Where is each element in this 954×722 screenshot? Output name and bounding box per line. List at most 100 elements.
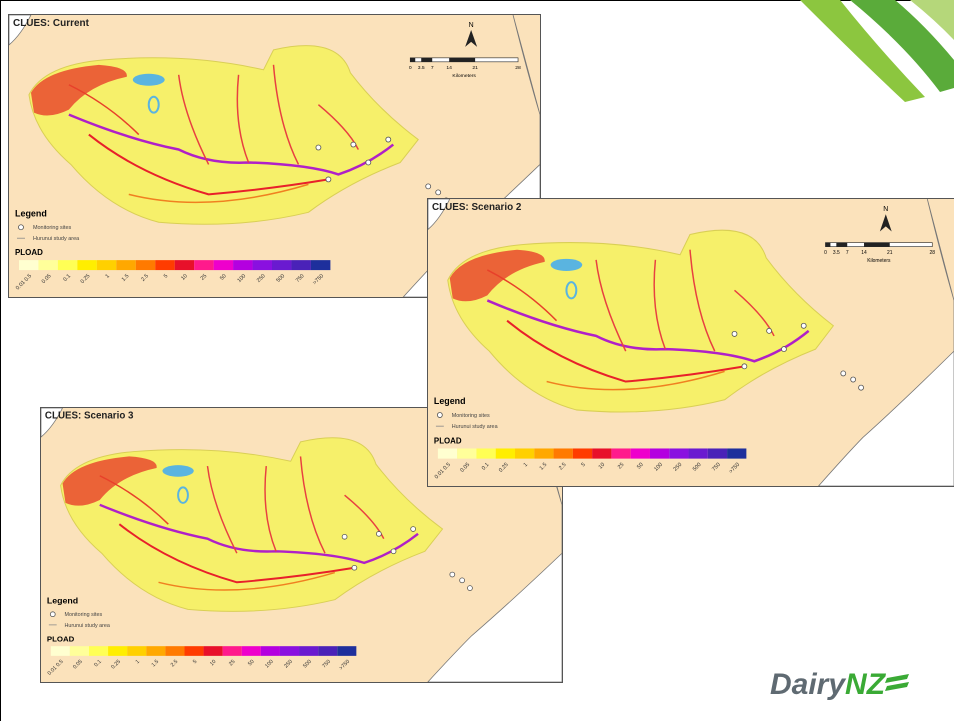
- colorbar-swatch: [261, 646, 280, 656]
- colorbar-swatch: [291, 260, 310, 270]
- colorbar-label: 0.1: [93, 659, 103, 668]
- monitoring-site: [351, 142, 356, 147]
- panel-title: CLUES: Scenario 3: [45, 411, 134, 422]
- colorbar-label: 50: [219, 273, 228, 282]
- colorbar-swatch: [19, 260, 38, 270]
- colorbar-label: 500: [692, 462, 703, 473]
- legend-site-symbol: [50, 612, 55, 617]
- colorbar-label: 0.01 0.5: [15, 273, 33, 291]
- colorbar-swatch: [253, 260, 272, 270]
- colorbar-swatch: [554, 448, 573, 458]
- colorbar-swatch: [242, 646, 261, 656]
- monitoring-site: [781, 347, 786, 352]
- colorbar-label: 0.1: [481, 462, 491, 472]
- colorbar-label: 0.25: [498, 462, 510, 474]
- legend-site-symbol: [437, 412, 442, 417]
- colorbar-label: 5: [192, 659, 198, 665]
- colorbar-label: 250: [283, 659, 294, 670]
- colorbar-label: 500: [275, 273, 286, 284]
- logo: DairyNZ: [770, 668, 911, 702]
- colorbar-label: 1.5: [121, 273, 131, 283]
- body: {"panels":[ {"title":"CLUES: Current","s…: [0, 0, 954, 722]
- monitoring-site: [859, 385, 864, 390]
- colorbar-label: 750: [711, 462, 722, 473]
- scale-label: 28: [515, 65, 521, 71]
- legend-title: Legend: [15, 208, 47, 218]
- colorbar-swatch: [727, 448, 746, 458]
- colorbar-label: 5: [581, 462, 587, 468]
- colorbar-swatch: [438, 448, 457, 458]
- colorbar-label: 0.05: [41, 273, 53, 285]
- colorbar-swatch: [184, 646, 203, 656]
- colorbar-swatch: [51, 646, 70, 656]
- legend-item: Hurunui study area: [452, 424, 499, 430]
- colorbar-swatch: [318, 646, 337, 656]
- colorbar-label: 250: [673, 462, 684, 473]
- colorbar-label: 0.25: [80, 273, 92, 285]
- colorbar-swatch: [89, 646, 108, 656]
- legend-pload: PLOAD: [47, 634, 75, 643]
- colorbar-label: 750: [295, 273, 306, 284]
- scale-label: 28: [930, 250, 936, 256]
- legend-item: Monitoring sites: [452, 413, 490, 419]
- colorbar-label: 1.5: [151, 659, 161, 668]
- colorbar-swatch: [146, 646, 165, 656]
- scale-bar: [421, 58, 432, 62]
- colorbar-swatch: [337, 646, 356, 656]
- monitoring-site: [352, 565, 357, 570]
- colorbar-swatch: [515, 448, 534, 458]
- colorbar-label: 10: [598, 462, 606, 471]
- monitoring-site: [460, 578, 465, 583]
- north-label: N: [469, 22, 474, 29]
- scale-label: 0: [824, 250, 827, 256]
- colorbar-label: >750: [312, 273, 325, 286]
- colorbar-label: 100: [264, 659, 275, 670]
- scale-label: 21: [472, 65, 478, 71]
- colorbar-swatch: [127, 646, 146, 656]
- colorbar-label: 25: [617, 462, 625, 471]
- legend-pload: PLOAD: [434, 436, 462, 445]
- colorbar-swatch: [611, 448, 630, 458]
- monitoring-site: [841, 371, 846, 376]
- scale-label: 3.5: [418, 65, 425, 71]
- colorbar-label: 0.05: [459, 462, 471, 474]
- colorbar-label: >750: [338, 659, 351, 672]
- colorbar-label: 50: [636, 462, 644, 471]
- colorbar-label: >750: [728, 462, 741, 475]
- page: html,body{margin:0;padding:0;width:954px…: [0, 0, 954, 722]
- panel-title: CLUES: Current: [13, 18, 90, 29]
- monitoring-site: [376, 531, 381, 536]
- colorbar-swatch: [280, 646, 299, 656]
- colorbar-swatch: [573, 448, 592, 458]
- scale-unit: Kilometers: [867, 258, 891, 264]
- legend-site-symbol: [18, 225, 23, 230]
- colorbar-swatch: [70, 646, 89, 656]
- scale-unit: Kilometers: [452, 73, 476, 79]
- colorbar-swatch: [214, 260, 233, 270]
- colorbar-label: 2.5: [140, 273, 150, 283]
- colorbar-swatch: [233, 260, 252, 270]
- colorbar-swatch: [631, 448, 650, 458]
- scale-label: 7: [846, 250, 849, 256]
- colorbar-label: 2.5: [170, 659, 180, 668]
- colorbar-swatch: [669, 448, 688, 458]
- colorbar-swatch: [165, 646, 184, 656]
- colorbar-label: 10: [180, 273, 189, 282]
- monitoring-site: [386, 137, 391, 142]
- monitoring-site: [467, 586, 472, 591]
- colorbar-label: 5: [163, 273, 169, 279]
- colorbar-swatch: [155, 260, 174, 270]
- colorbar-swatch: [496, 448, 515, 458]
- sea: [819, 199, 954, 486]
- legend-item: Hurunui study area: [33, 236, 80, 242]
- colorbar-label: 1: [105, 273, 111, 279]
- colorbar-swatch: [457, 448, 476, 458]
- logo-suffix: NZ: [845, 668, 885, 701]
- colorbar-label: 1.5: [539, 462, 549, 472]
- colorbar-label: 50: [247, 659, 256, 667]
- colorbar-swatch: [223, 646, 242, 656]
- legend-item: Monitoring sites: [33, 225, 72, 231]
- scale-bar: [825, 243, 830, 247]
